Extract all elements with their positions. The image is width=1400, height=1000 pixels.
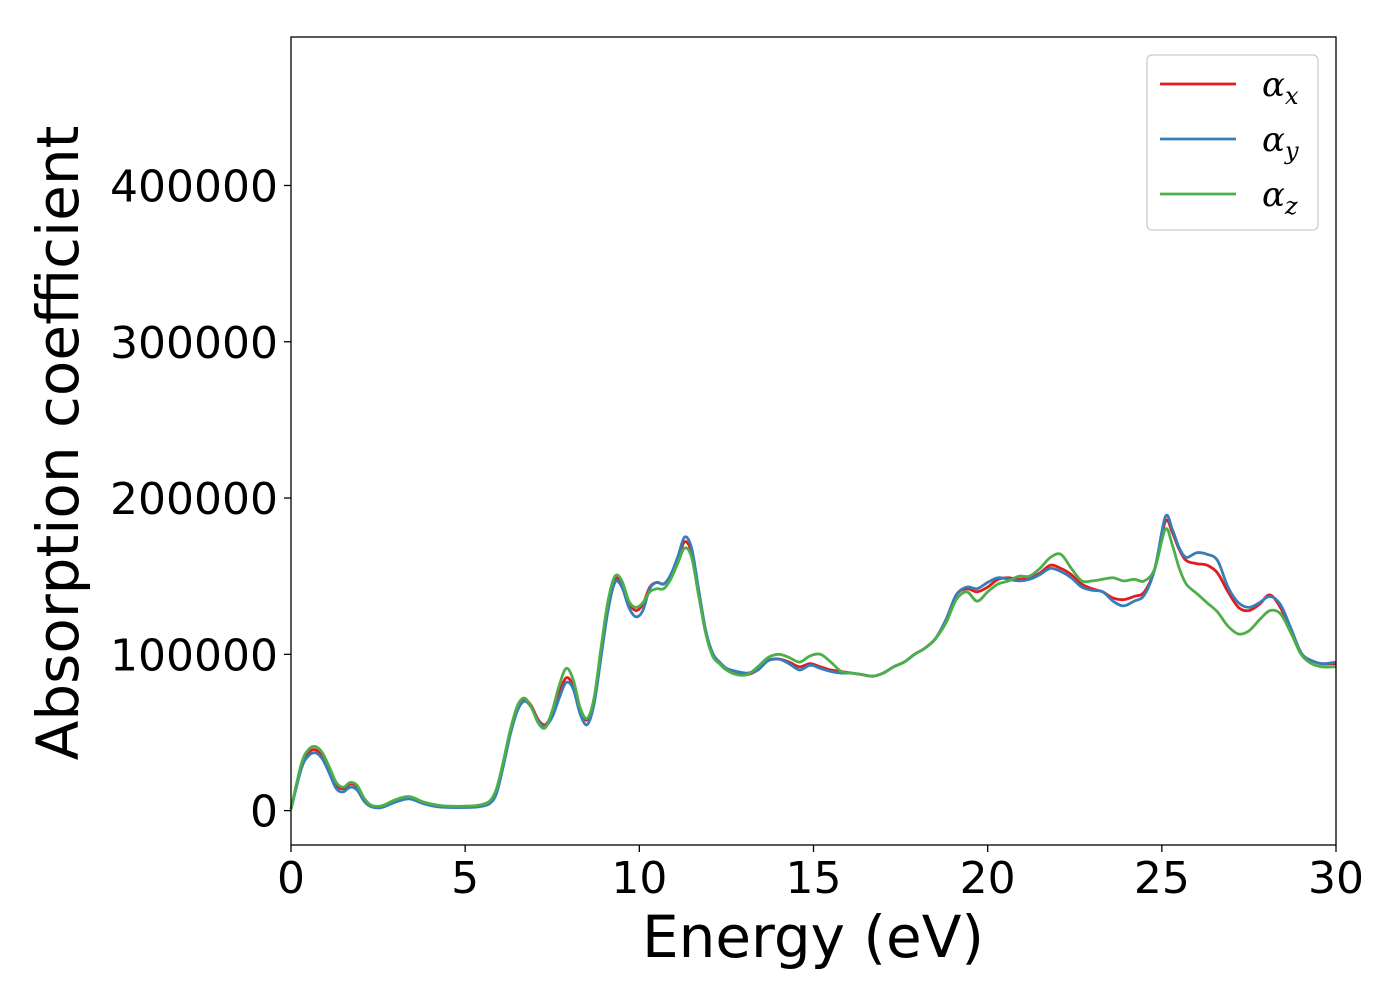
- y-tick-label: 100000: [110, 630, 278, 681]
- y-tick-label: 0: [250, 787, 278, 838]
- x-tick-label: 15: [786, 853, 842, 904]
- x-tick-label: 30: [1308, 853, 1364, 904]
- series-layer: [289, 513, 1337, 810]
- legend-label-alpha-x: αx: [1262, 65, 1299, 110]
- x-tick-label: 25: [1134, 853, 1190, 904]
- x-tick-label: 10: [611, 853, 667, 904]
- x-tick-label: 20: [960, 853, 1016, 904]
- x-axis-label: Energy (eV): [642, 903, 984, 971]
- y-axis-label: Absorption coefficient: [24, 126, 92, 761]
- y-tick-label: 200000: [110, 474, 278, 525]
- y-tick-label: 300000: [110, 318, 278, 369]
- x-axis: 0 5 10 15 20 25 30: [277, 845, 1364, 904]
- legend-box: [1146, 54, 1319, 231]
- legend-label-alpha-y: αy: [1262, 120, 1299, 165]
- y-axis: 0 100000 200000 300000 400000: [110, 161, 291, 838]
- y-tick-label: 400000: [110, 161, 278, 212]
- x-tick-label: 0: [277, 853, 305, 904]
- x-tick-label: 5: [451, 853, 479, 904]
- series-line-alpha-z: [289, 527, 1337, 810]
